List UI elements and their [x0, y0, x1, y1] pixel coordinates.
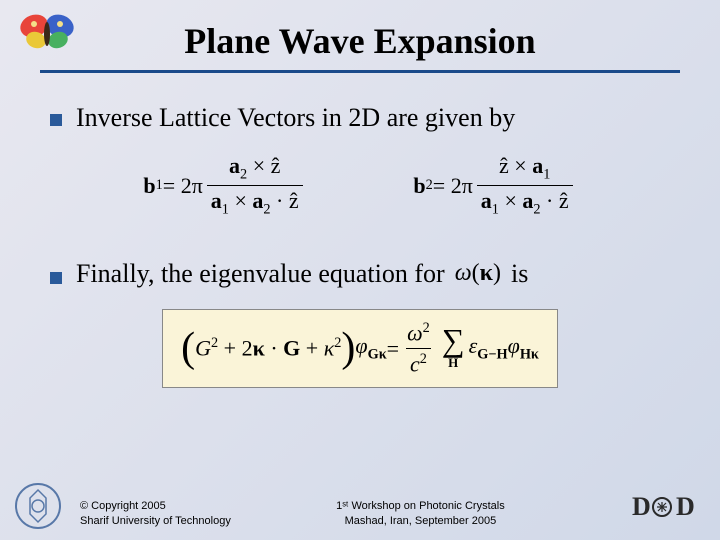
equation-row-1: b1 = 2π a2 × ẑ a1 × a2 · ẑ b2 = 2π ẑ × a…: [90, 153, 630, 219]
equation-b1: b1 = 2π a2 × ẑ a1 × a2 · ẑ: [143, 153, 306, 219]
svg-text:D: D: [676, 493, 695, 521]
svg-text:D: D: [632, 493, 651, 521]
content-area: Inverse Lattice Vectors in 2D are given …: [0, 103, 720, 388]
bullet-text-2-post: is: [511, 259, 528, 289]
title-underline: [40, 70, 680, 73]
bullet-icon: [50, 114, 62, 126]
omega-kappa: ω(κ): [455, 260, 501, 287]
footer: © Copyright 2005 Sharif University of Te…: [0, 499, 720, 528]
footer-center: 1ˢᵗ Workshop on Photonic Crystals Mashad…: [141, 499, 700, 528]
bullet-text-1: Inverse Lattice Vectors in 2D are given …: [76, 103, 515, 133]
bullet-item-2: Finally, the eigenvalue equation for ω(κ…: [50, 259, 670, 289]
eigenvalue-equation: ( G2 + 2κ · G + κ2 ) φGκ = ω2 c2 ∑ H εG−…: [162, 309, 558, 389]
bullet-item-1: Inverse Lattice Vectors in 2D are given …: [50, 103, 670, 133]
butterfly-logo: [12, 8, 82, 58]
slide-title: Plane Wave Expansion: [0, 0, 720, 70]
bullet-icon: [50, 272, 62, 284]
right-logo: D D: [632, 493, 702, 526]
equation-b2: b2 = 2π ẑ × a1 a1 × a2 · ẑ: [413, 153, 576, 219]
bullet-text-2-pre: Finally, the eigenvalue equation for: [76, 259, 445, 289]
